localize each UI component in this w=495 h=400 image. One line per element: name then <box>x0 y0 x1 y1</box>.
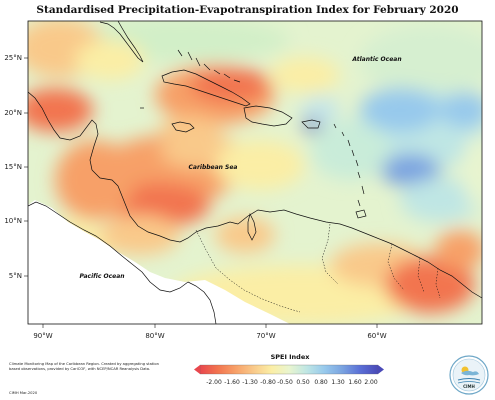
legend-tick: 0.80 <box>314 379 328 386</box>
spei-field <box>28 21 482 324</box>
lon-tick-label: 90°W <box>33 332 52 340</box>
map-frame <box>27 20 483 325</box>
lon-ticks: 90°W 80°W 70°W 60°W <box>33 324 387 340</box>
coastlines <box>28 21 482 324</box>
footnote-date: CIMH Mar-2020 <box>9 391 38 395</box>
lat-ticks: 25°N 20°N 15°N 10°N 5°N <box>4 54 28 280</box>
lon-tick-label: 80°W <box>145 332 164 340</box>
legend-tick: -2.00 <box>206 379 222 386</box>
lat-tick-label: 25°N <box>4 54 22 62</box>
legend-tick: -0.80 <box>260 379 276 386</box>
legend-tick: -0.50 <box>277 379 293 386</box>
label-pacific-ocean: Pacific Ocean <box>79 273 124 280</box>
logo-text: CIMH <box>463 384 475 389</box>
legend-tick: 1.60 <box>348 379 362 386</box>
legend-tick: -1.60 <box>224 379 240 386</box>
legend-title: SPEI Index <box>270 353 310 361</box>
lat-tick-label: 20°N <box>4 109 22 117</box>
legend-tick: 2.00 <box>364 379 378 386</box>
lon-tick-label: 70°W <box>256 332 275 340</box>
legend-tick: 0.50 <box>296 379 310 386</box>
footnote: Climate Monitoring Map of the Caribbean … <box>9 362 159 372</box>
legend-tick: -1.30 <box>242 379 258 386</box>
label-atlantic-ocean: Atlantic Ocean <box>351 56 401 63</box>
lat-tick-label: 5°N <box>9 272 22 280</box>
label-caribbean-sea: Caribbean Sea <box>189 164 238 171</box>
legend-colorbar <box>194 364 384 375</box>
lat-tick-label: 15°N <box>4 163 22 171</box>
lat-tick-label: 10°N <box>4 217 22 225</box>
cimh-logo: CIMH <box>449 355 489 395</box>
lon-tick-label: 60°W <box>367 332 386 340</box>
map-title: Standardised Precipitation-Evapotranspir… <box>36 4 459 16</box>
legend-tick: 1.30 <box>331 379 345 386</box>
